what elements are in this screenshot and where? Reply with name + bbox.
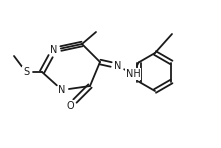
Text: NH: NH — [126, 69, 140, 79]
Text: O: O — [66, 101, 74, 111]
Text: S: S — [23, 67, 29, 77]
Text: N: N — [50, 45, 58, 55]
Text: N: N — [114, 61, 122, 71]
Text: N: N — [58, 85, 66, 95]
